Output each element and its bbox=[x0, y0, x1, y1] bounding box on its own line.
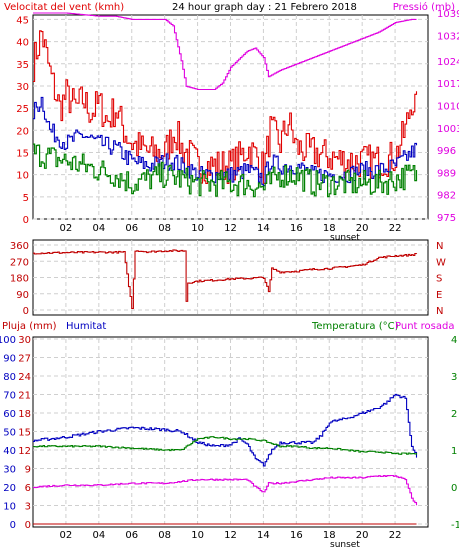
wind-tick-label: 45 bbox=[16, 15, 29, 26]
thermo-x-tick-label: 22 bbox=[389, 530, 402, 541]
direction-tick-label: 360 bbox=[10, 241, 29, 252]
pressure-tick-label: 975 bbox=[437, 213, 456, 224]
thermo-x-tick-label: 10 bbox=[191, 530, 204, 541]
direction-compass-label: W bbox=[436, 257, 446, 268]
humidity-tick-label: 10 bbox=[3, 502, 16, 513]
wind-tick-label: 0 bbox=[23, 215, 29, 226]
humidity-tick-label: 100 bbox=[0, 335, 16, 346]
wind-direction-line bbox=[33, 249, 418, 309]
temperature-line bbox=[33, 436, 418, 455]
wind-x-tick-label: 02 bbox=[60, 223, 73, 234]
wind-average-line bbox=[33, 143, 418, 198]
rain-tick-label: 27 bbox=[18, 354, 31, 365]
rain-tick-label: 9 bbox=[25, 465, 31, 476]
temperature-tick-label: 0 bbox=[451, 483, 457, 494]
thermo-x-tick-label: 18 bbox=[323, 530, 336, 541]
wind-tick-label: 10 bbox=[16, 171, 29, 182]
thermo-x-tick-label: 16 bbox=[290, 530, 303, 541]
humidity-tick-label: 80 bbox=[3, 372, 16, 383]
thermo-x-tick-label: 12 bbox=[224, 530, 237, 541]
pressure-tick-label: 1039 bbox=[437, 9, 459, 20]
wind-speed-line bbox=[33, 30, 418, 185]
thermo-x-tick-label: 02 bbox=[60, 530, 73, 541]
thermo-x-tick-label: 20 bbox=[356, 530, 369, 541]
pressure-tick-label: 989 bbox=[437, 168, 456, 179]
temperature-tick-label: 4 bbox=[451, 335, 457, 346]
thermo-x-tick-label: 08 bbox=[158, 530, 171, 541]
wind-tick-label: 40 bbox=[16, 38, 29, 49]
direction-tick-label: 270 bbox=[10, 257, 29, 268]
wind-tick-label: 35 bbox=[16, 60, 29, 71]
thermo-x-tick-label: 06 bbox=[125, 530, 138, 541]
wind-axis-title: Velocitat del vent (kmh) bbox=[4, 2, 124, 13]
temperature-axis-title: Temperatura (°C) bbox=[311, 321, 399, 332]
direction-compass-label: N bbox=[436, 306, 443, 317]
wind-x-tick-label: 04 bbox=[92, 223, 105, 234]
direction-tick-label: 90 bbox=[16, 290, 29, 301]
rain-tick-label: 15 bbox=[18, 428, 31, 439]
dewpoint-axis-title: Punt rosada bbox=[395, 321, 454, 332]
temperature-tick-label: 2 bbox=[451, 409, 457, 420]
wind-x-tick-label: 22 bbox=[389, 223, 402, 234]
humidity-tick-label: 90 bbox=[3, 354, 16, 365]
humidity-tick-label: 60 bbox=[3, 409, 16, 420]
thermo-x-tick-label: 14 bbox=[257, 530, 270, 541]
humidity-line bbox=[33, 393, 418, 467]
wind-x-tick-label: 08 bbox=[158, 223, 171, 234]
humidity-tick-label: 50 bbox=[3, 428, 16, 439]
thermo-x-tick-label: 04 bbox=[92, 530, 105, 541]
wind-x-tick-label: 18 bbox=[323, 223, 336, 234]
direction-compass-label: S bbox=[436, 274, 442, 285]
temperature-tick-label: 3 bbox=[451, 372, 457, 383]
pressure-tick-label: 1024 bbox=[437, 57, 459, 68]
sunset-label-bottom: sunset bbox=[330, 540, 360, 550]
wind-tick-label: 25 bbox=[16, 104, 29, 115]
dewpoint-line bbox=[33, 474, 418, 506]
wind-x-tick-label: 12 bbox=[224, 223, 237, 234]
humidity-tick-label: 0 bbox=[10, 520, 16, 531]
rain-tick-label: 21 bbox=[18, 391, 31, 402]
rain-tick-label: 0 bbox=[25, 520, 31, 531]
direction-tick-label: 180 bbox=[10, 274, 29, 285]
wind-x-tick-label: 16 bbox=[290, 223, 303, 234]
sunset-label-top: sunset bbox=[330, 233, 360, 243]
wind-x-tick-label: 20 bbox=[356, 223, 369, 234]
humidity-tick-label: 40 bbox=[3, 446, 16, 457]
rain-tick-label: 24 bbox=[18, 372, 31, 383]
direction-tick-label: 0 bbox=[23, 306, 29, 317]
rain-axis-title: Pluja (mm) bbox=[2, 321, 57, 332]
wind-tick-label: 30 bbox=[16, 82, 29, 93]
direction-compass-label: N bbox=[436, 241, 443, 252]
pressure-tick-label: 982 bbox=[437, 191, 456, 202]
wind-tick-label: 20 bbox=[16, 126, 29, 137]
rain-tick-label: 18 bbox=[18, 409, 31, 420]
wind-tick-label: 5 bbox=[23, 193, 29, 204]
direction-compass-label: E bbox=[436, 290, 442, 301]
pressure-line bbox=[33, 12, 417, 91]
temperature-tick-label: -1 bbox=[451, 520, 459, 531]
wind-gust-line bbox=[33, 96, 418, 187]
rain-tick-label: 3 bbox=[25, 502, 31, 513]
wind-x-tick-label: 14 bbox=[257, 223, 270, 234]
pressure-axis-title: Pressió (mb) bbox=[393, 1, 455, 13]
humidity-axis-title: Humitat bbox=[66, 321, 106, 332]
pressure-tick-label: 996 bbox=[437, 146, 456, 157]
rain-tick-label: 6 bbox=[25, 483, 31, 494]
humidity-tick-label: 30 bbox=[3, 465, 16, 476]
rain-tick-label: 30 bbox=[18, 335, 31, 346]
pressure-tick-label: 1010 bbox=[437, 101, 459, 112]
chart-title: 24 hour graph day : 21 Febrero 2018 bbox=[172, 2, 357, 13]
rain-tick-label: 12 bbox=[18, 446, 31, 457]
wind-x-tick-label: 10 bbox=[191, 223, 204, 234]
humidity-tick-label: 20 bbox=[3, 483, 16, 494]
humidity-tick-label: 70 bbox=[3, 391, 16, 402]
pressure-tick-label: 1017 bbox=[437, 79, 459, 90]
wind-tick-label: 15 bbox=[16, 148, 29, 159]
temperature-tick-label: 1 bbox=[451, 446, 457, 457]
wind-x-tick-label: 06 bbox=[125, 223, 138, 234]
